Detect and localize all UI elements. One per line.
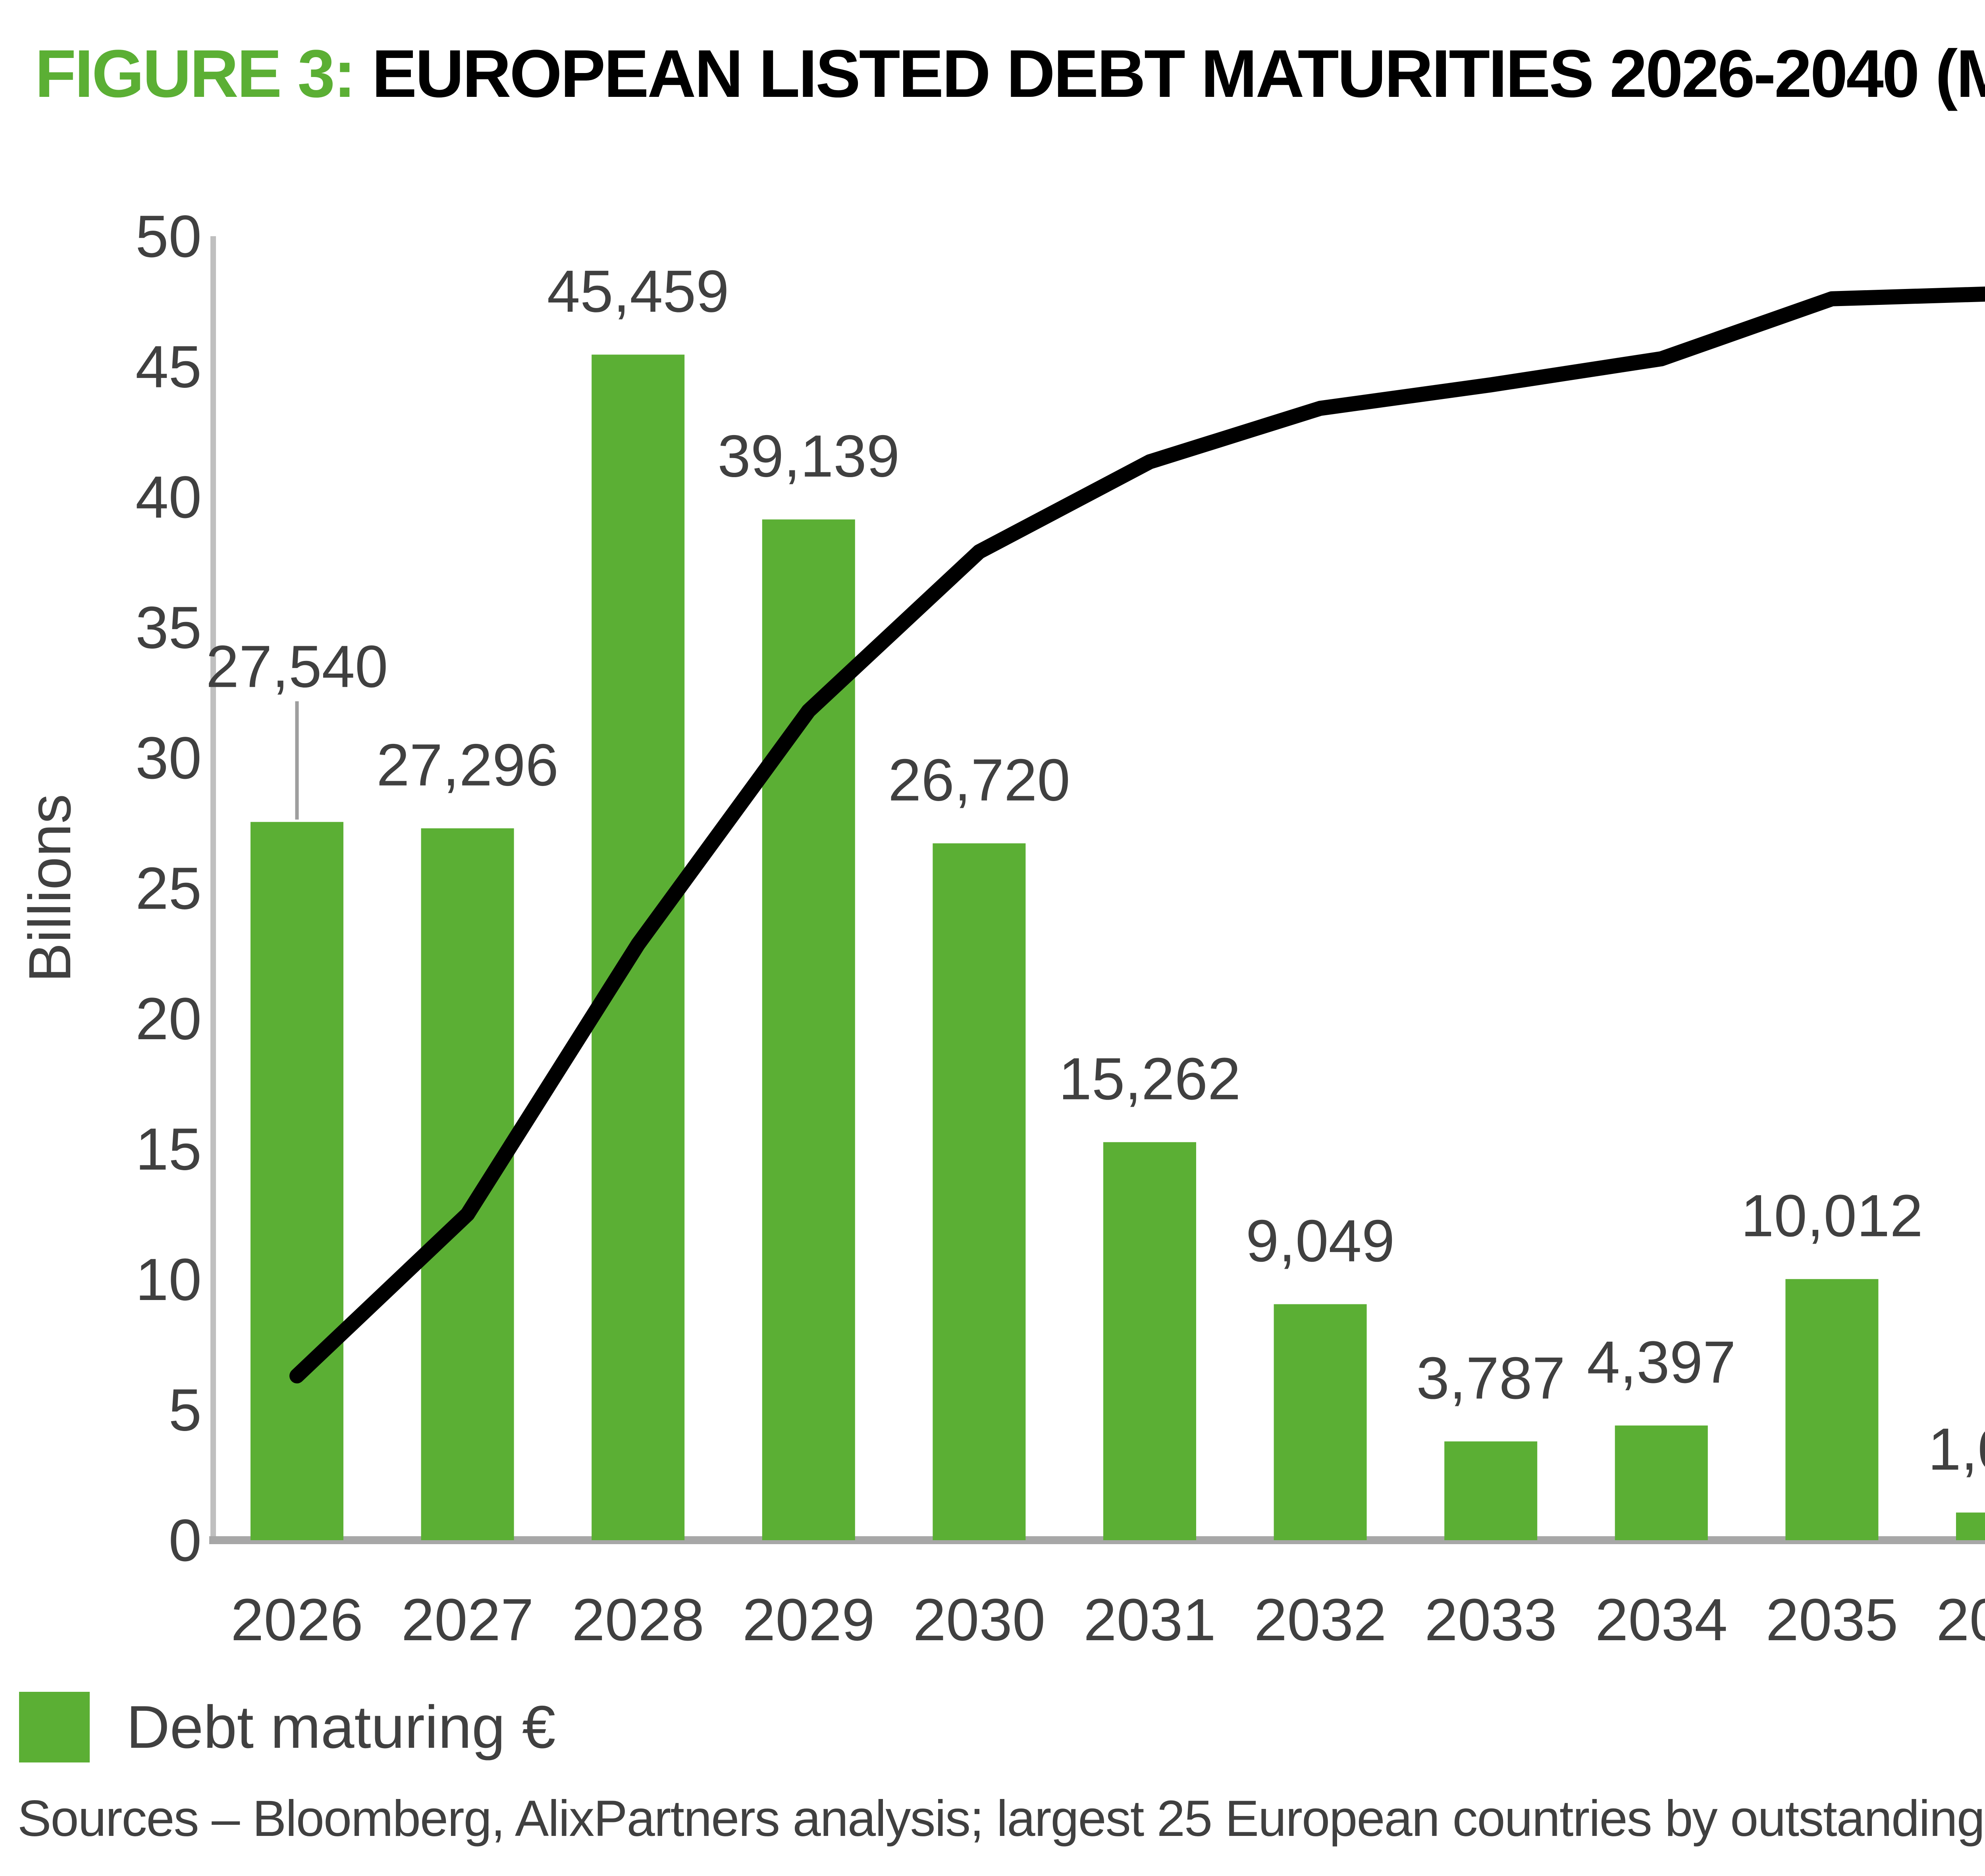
bar-2032 [1274,1304,1367,1540]
bar-2031 [1103,1142,1196,1540]
x-tick-2029: 2029 [742,1586,875,1653]
figure-number-label: FIGURE 3: [35,36,356,112]
legend-label: Debt maturing € [126,1693,556,1761]
x-tick-2034: 2034 [1595,1586,1728,1653]
bar-2033 [1444,1441,1538,1540]
legend: Debt maturing € [19,1692,555,1762]
left-axis-tick-40: 40 [135,464,202,530]
bar-value-label-2030: 26,720 [888,746,1070,813]
bar-value-label-2031: 15,262 [1059,1045,1241,1112]
bar-2027 [421,828,514,1540]
left-axis-tick-25: 25 [135,855,202,922]
left-axis-tick-35: 35 [135,594,202,661]
bar-value-label-2028: 45,459 [547,258,729,324]
left-axis-tick-30: 30 [135,724,202,791]
x-tick-2036: 2036 [1936,1586,1985,1653]
bar-2035 [1785,1279,1879,1540]
bar-2036 [1956,1512,1985,1540]
left-axis-tick-5: 5 [169,1377,202,1443]
x-tick-2033: 2033 [1424,1586,1557,1653]
bar-value-label-2035: 10,012 [1741,1182,1923,1249]
bar-2030 [933,843,1026,1540]
x-tick-2030: 2030 [913,1586,1046,1653]
x-tick-2027: 2027 [401,1586,534,1653]
figure-title: FIGURE 3: EUROPEAN LISTED DEBT MATURITIES… [35,35,1985,113]
figure-title-text: EUROPEAN LISTED DEBT MATURITIES 2026-204… [372,36,1985,112]
x-tick-2028: 2028 [572,1586,704,1653]
bar-2026 [251,822,343,1540]
x-tick-2031: 2031 [1083,1586,1216,1653]
x-tick-2026: 2026 [231,1586,363,1653]
left-axis-tick-45: 45 [135,333,202,400]
legend-swatch-debt-maturing [19,1692,90,1762]
bar-2034 [1615,1425,1708,1540]
bar-value-label-2033: 3,787 [1416,1344,1565,1411]
sources-note: Sources – Bloomberg, AlixPartners analys… [17,1790,1985,1847]
left-axis-tick-0: 0 [169,1507,202,1574]
bar-value-label-2036: 1,060 [1928,1416,1985,1482]
left-axis-tick-50: 50 [135,203,202,270]
left-axis-tick-10: 10 [135,1246,202,1313]
cumulative-percentage-line [289,286,1985,1384]
bar-value-label-2032: 9,049 [1246,1207,1395,1274]
x-tick-2032: 2032 [1254,1586,1387,1653]
bar-value-label-2029: 39,139 [717,423,900,489]
bar-value-label-2034: 4,397 [1587,1329,1736,1395]
left-axis-tick-20: 20 [135,985,202,1052]
left-axis-title: Billions [16,794,83,982]
left-axis-tick-15: 15 [135,1116,202,1183]
bar-value-label-2026: 27,540 [206,633,388,700]
x-tick-2035: 2035 [1766,1586,1898,1653]
bar-value-label-2027: 27,296 [376,732,559,798]
